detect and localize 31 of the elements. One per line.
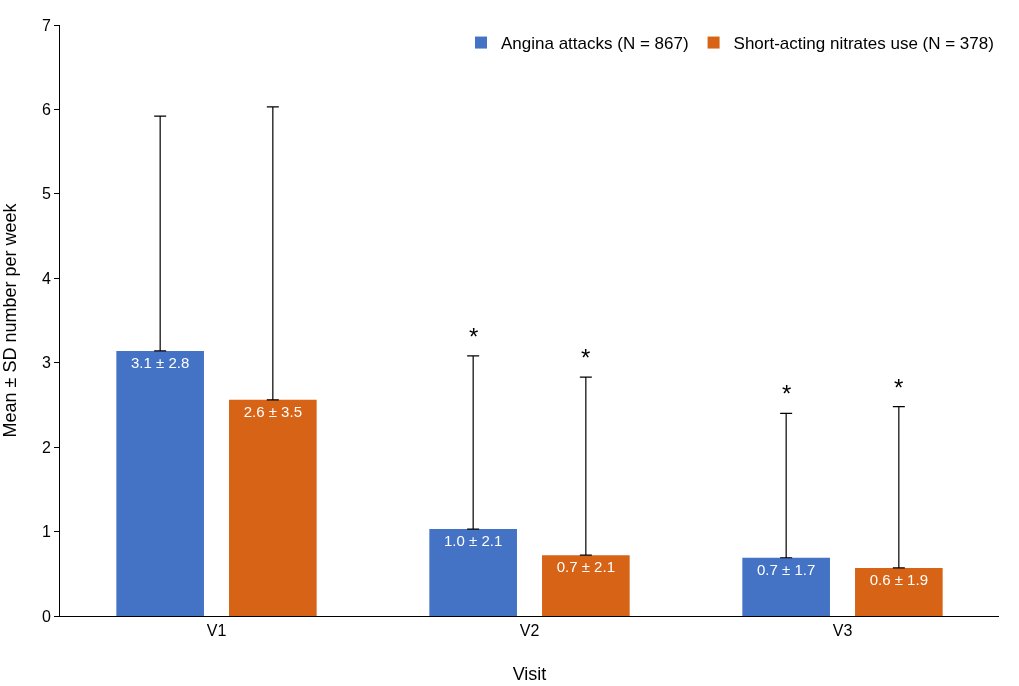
- bar: [116, 350, 204, 616]
- data-label: 0.6 ± 1.9: [869, 570, 928, 588]
- y-tick-label: 4: [41, 269, 51, 287]
- x-axis-title: Visit: [512, 664, 547, 684]
- y-tick-label: 2: [41, 438, 51, 456]
- bar: [742, 557, 830, 616]
- y-tick-label: 7: [41, 16, 51, 34]
- x-tick-label: V2: [519, 622, 540, 640]
- y-tick-label: 6: [41, 101, 51, 119]
- bar: [542, 555, 630, 616]
- bar: [429, 529, 517, 616]
- bar: [229, 399, 317, 616]
- x-tick-label: V1: [206, 622, 227, 640]
- data-label: 3.1 ± 2.8: [131, 353, 190, 371]
- y-tick-label: 5: [41, 185, 51, 203]
- legend-label: Angina attacks (N = 867): [501, 34, 689, 54]
- x-tick-label: V3: [832, 622, 853, 640]
- y-tick-label: 3: [41, 354, 51, 372]
- annotation: *: [894, 374, 904, 401]
- y-tick-label: 1: [41, 523, 51, 541]
- data-label: 2.6 ± 3.5: [243, 402, 302, 420]
- y-axis-title: Mean ± SD number per week: [0, 202, 20, 438]
- data-label: 1.0 ± 2.1: [444, 532, 503, 550]
- y-tick-label: 0: [41, 607, 51, 625]
- data-label: 0.7 ± 2.1: [556, 558, 615, 576]
- data-label: 0.7 ± 1.7: [757, 560, 816, 578]
- annotation: *: [782, 380, 792, 407]
- annotation: *: [469, 323, 479, 350]
- legend-label: Short-acting nitrates use (N = 378): [733, 34, 994, 54]
- annotation: *: [581, 344, 591, 371]
- bar: [855, 567, 943, 616]
